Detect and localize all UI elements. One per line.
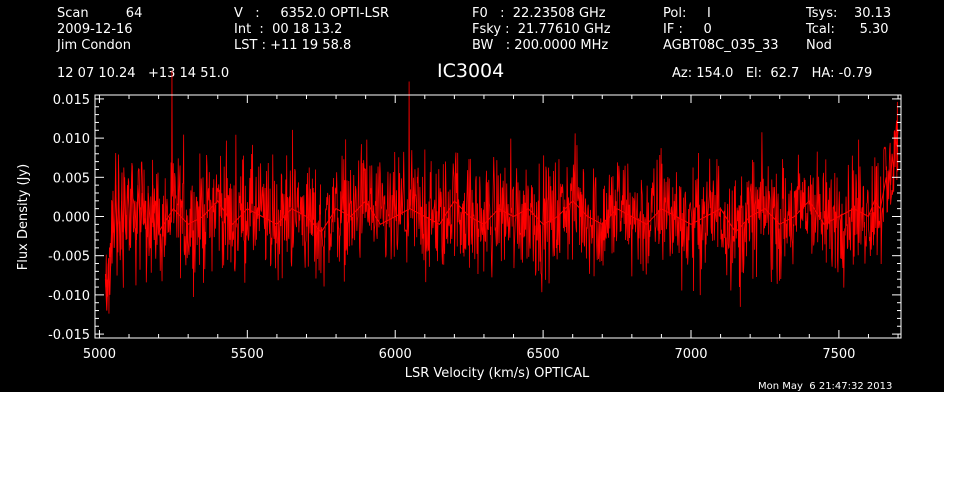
y-axis-label: Flux Density (Jy) xyxy=(16,164,31,270)
header-lst: LST : +11 19 58.8 xyxy=(234,38,352,53)
y-tick-label: 0.015 xyxy=(53,93,90,108)
header-bw: BW : 200.0000 MHz xyxy=(472,38,609,53)
x-tick-label: 5500 xyxy=(231,347,264,362)
header-mode: Nod xyxy=(806,38,832,53)
x-tick-label: 6500 xyxy=(527,347,560,362)
header-project: AGBT08C_035_33 xyxy=(663,38,779,53)
x-ticks: 5000 5500 6000 6500 7000 7500 xyxy=(83,95,899,362)
header-f0: F0 : 22.23508 GHz xyxy=(472,6,606,21)
y-tick-label: -0.005 xyxy=(48,250,90,265)
spectrum-trace xyxy=(104,130,899,311)
y-tick-label: 0.005 xyxy=(53,171,90,186)
x-tick-label: 5000 xyxy=(83,347,116,362)
header-tsys: Tsys: 30.13 xyxy=(806,6,892,21)
header-scan: Scan 64 xyxy=(57,6,143,21)
x-axis-label: LSR Velocity (km/s) OPTICAL xyxy=(405,366,590,381)
header-pol: Pol: I xyxy=(663,6,711,21)
header-integration: Int : 00 18 13.2 xyxy=(234,22,343,37)
footer-timestamp: Mon May 6 21:47:32 2013 xyxy=(758,381,893,392)
spectrum-trace-texture xyxy=(104,70,899,314)
header-coords: 12 07 10.24 +13 14 51.0 xyxy=(57,66,230,81)
x-tick-label: 7500 xyxy=(822,347,855,362)
header-velocity: V : 6352.0 OPTI-LSR xyxy=(234,6,390,21)
y-ticks: -0.015 -0.010 -0.005 0.000 0.005 0.010 0.015 xyxy=(48,93,901,343)
spectrum-trace-layer xyxy=(104,70,899,314)
x-tick-label: 6000 xyxy=(379,347,412,362)
spectrum-chart: 5000 5500 6000 6500 7000 7500 -0.015-0.010-0.… xyxy=(16,70,902,381)
y-tick-label: -0.010 xyxy=(48,289,90,304)
x-tick-label: 7000 xyxy=(674,347,707,362)
header-observer: Jim Condon xyxy=(57,38,131,53)
header-date: 2009-12-16 xyxy=(57,22,133,37)
y-tick-label: 0.010 xyxy=(53,132,90,147)
header-fsky: Fsky : 21.77610 GHz xyxy=(472,22,611,37)
y-tick-label: 0.000 xyxy=(53,211,90,226)
header-pointing: Az: 154.0 El: 62.7 HA: -0.79 xyxy=(672,66,873,81)
header-tcal: Tcal: 5.30 xyxy=(806,22,889,37)
header-if: IF : 0 xyxy=(663,22,712,37)
y-tick-label: -0.015 xyxy=(48,328,90,343)
source-title: IC3004 xyxy=(437,60,505,82)
plot-panel: Scan 64 2009-12-16 Jim Condon V : 6352.0… xyxy=(0,0,944,392)
